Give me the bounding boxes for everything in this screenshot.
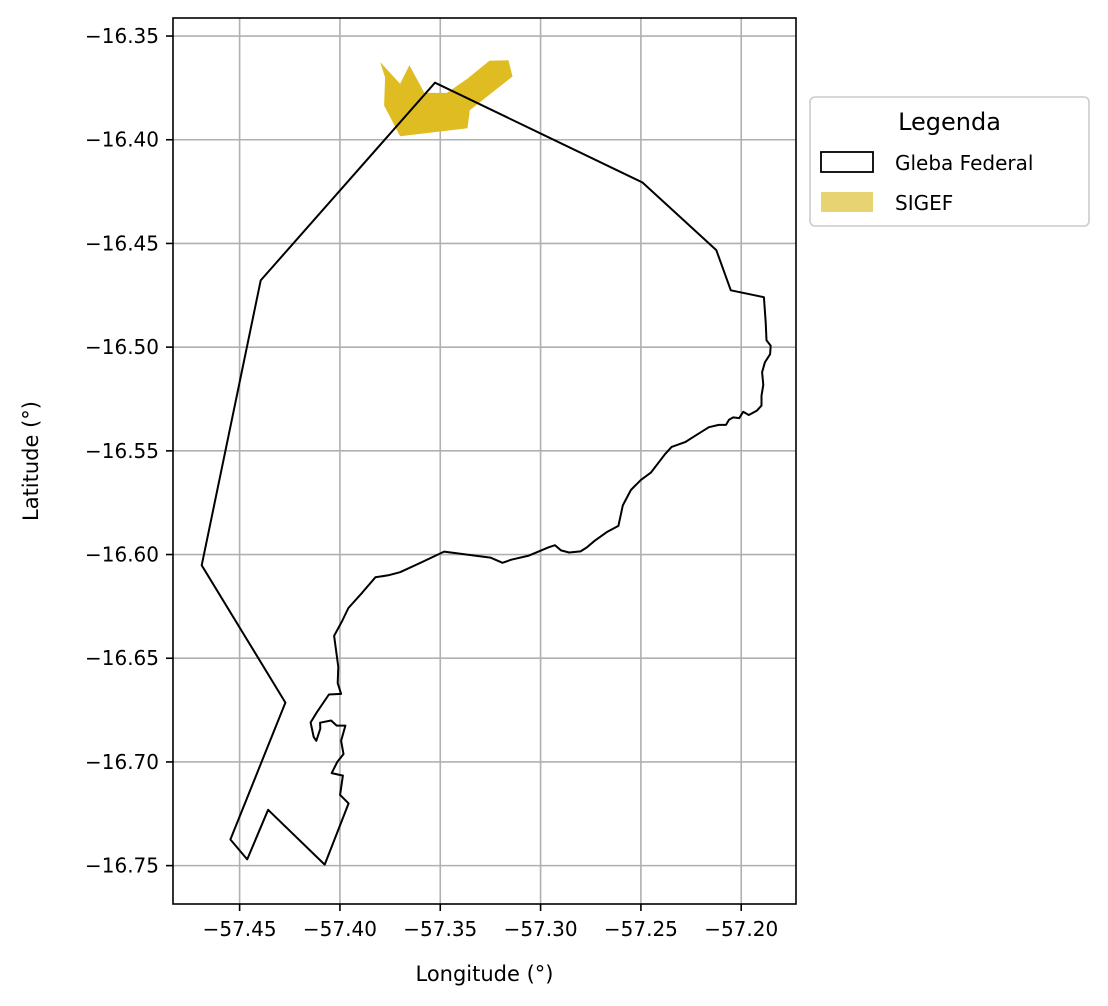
y-tick-label: −16.40 <box>85 128 159 152</box>
x-axis-label: Longitude (°) <box>415 962 553 986</box>
x-tick-label: −57.30 <box>504 917 578 941</box>
y-tick-label: −16.50 <box>85 335 159 359</box>
gleba-federal-polygon <box>200 81 772 866</box>
x-tick-label: −57.45 <box>203 917 277 941</box>
map-layers <box>200 60 772 866</box>
y-tick-label: −16.65 <box>85 646 159 670</box>
legend-label-sigef: SIGEF <box>895 191 953 215</box>
sigef-polygon <box>380 60 513 137</box>
x-axis-ticks: −57.45 −57.40 −57.35 −57.30 −57.25 −57.20 <box>203 904 778 941</box>
y-axis-ticks: −16.35 −16.40 −16.45 −16.50 −16.55 −16.60 −16.… <box>85 24 173 878</box>
y-tick-label: −16.75 <box>85 854 159 878</box>
x-tick-label: −57.40 <box>303 917 377 941</box>
y-tick-label: −16.35 <box>85 24 159 48</box>
legend-title: Legenda <box>898 108 1001 136</box>
x-tick-label: −57.25 <box>604 917 678 941</box>
y-axis-label: Latitude (°) <box>19 401 43 521</box>
legend: Legenda Gleba Federal SIGEF <box>809 96 1090 227</box>
y-tick-label: −16.60 <box>85 543 159 567</box>
legend-swatch-gleba-federal <box>820 151 874 173</box>
legend-frame <box>809 96 1090 227</box>
legend-swatch-sigef <box>821 192 873 212</box>
y-tick-label: −16.55 <box>85 439 159 463</box>
y-tick-label: −16.45 <box>85 231 159 255</box>
x-tick-label: −57.35 <box>403 917 477 941</box>
legend-label-gleba-federal: Gleba Federal <box>895 151 1033 175</box>
x-tick-label: −57.20 <box>704 917 778 941</box>
y-tick-label: −16.70 <box>85 750 159 774</box>
plot-frame <box>172 17 797 905</box>
gridlines <box>173 18 796 904</box>
